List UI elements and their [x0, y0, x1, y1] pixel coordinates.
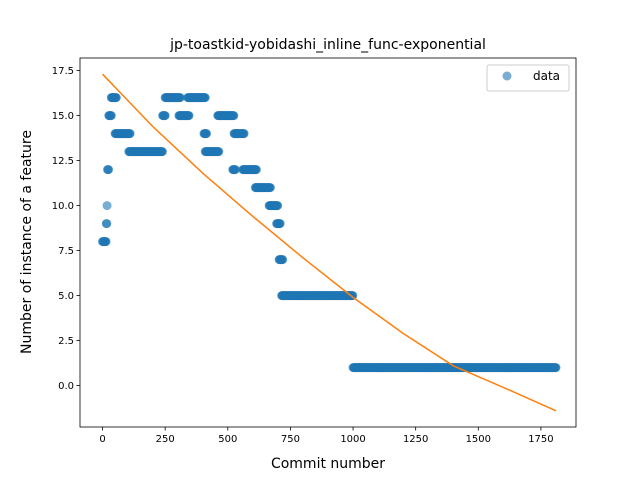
y-tick-label: 0.0	[58, 381, 74, 392]
data-point	[102, 219, 112, 229]
data-point	[551, 363, 561, 373]
data-point	[102, 201, 112, 211]
data-point	[239, 129, 249, 139]
y-tick-label: 7.5	[58, 246, 74, 257]
data-point	[275, 219, 285, 229]
data-point	[184, 111, 194, 121]
chart-title: jp-toastkid-yobidashi_inline_func-expone…	[169, 37, 486, 53]
data-point	[265, 183, 275, 193]
legend-box	[486, 64, 570, 92]
data-point	[202, 129, 212, 139]
data-points	[98, 93, 561, 373]
x-tick-label: 1750	[528, 434, 553, 445]
data-point	[101, 237, 111, 247]
data-point	[251, 165, 261, 175]
legend: data	[486, 64, 570, 92]
data-point	[273, 201, 283, 211]
data-point	[348, 291, 358, 301]
legend-label-data: data	[533, 69, 560, 83]
x-tick-label: 0	[99, 434, 105, 445]
y-tick-label: 2.5	[58, 336, 74, 347]
data-point	[278, 255, 288, 265]
data-point	[104, 165, 114, 175]
data-point	[125, 129, 135, 139]
x-tick-label: 1000	[340, 434, 365, 445]
data-point	[229, 111, 239, 121]
y-axis-label: Number of instance of a feature	[19, 130, 35, 354]
data-point	[160, 111, 170, 121]
y-tick-label: 10.0	[52, 201, 74, 212]
x-axis-label: Commit number	[271, 456, 385, 472]
y-axis-ticks: 0.0 2.5 5.0 7.5 10.0 12.5 15.0 17.5	[52, 66, 80, 392]
data-point	[157, 147, 167, 157]
x-tick-label: 500	[218, 434, 237, 445]
data-point	[106, 111, 116, 121]
fit-line-group	[102, 73, 557, 412]
x-tick-label: 250	[156, 434, 175, 445]
y-tick-label: 5.0	[58, 291, 74, 302]
y-tick-label: 12.5	[52, 156, 74, 167]
y-tick-label: 15.0	[52, 111, 74, 122]
data-point	[214, 147, 224, 157]
data-point	[111, 93, 121, 103]
x-tick-label: 1250	[403, 434, 428, 445]
fit-curve	[102, 73, 557, 412]
x-axis-ticks: 0 250 500 750 1000 1250 1500 1750	[99, 427, 554, 445]
x-tick-label: 1500	[466, 434, 491, 445]
axes-frame	[79, 57, 577, 428]
data-point	[200, 93, 210, 103]
legend-marker-data	[502, 71, 512, 81]
x-tick-label: 750	[281, 434, 300, 445]
y-tick-label: 17.5	[52, 66, 74, 77]
data-point	[175, 93, 185, 103]
data-point	[230, 165, 240, 175]
